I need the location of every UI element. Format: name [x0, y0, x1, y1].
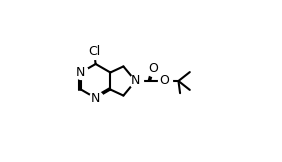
Text: N: N — [131, 75, 140, 87]
Text: O: O — [148, 62, 158, 75]
Text: Cl: Cl — [88, 45, 100, 58]
Text: N: N — [91, 92, 100, 104]
Text: O: O — [160, 75, 169, 87]
Text: N: N — [76, 66, 86, 79]
